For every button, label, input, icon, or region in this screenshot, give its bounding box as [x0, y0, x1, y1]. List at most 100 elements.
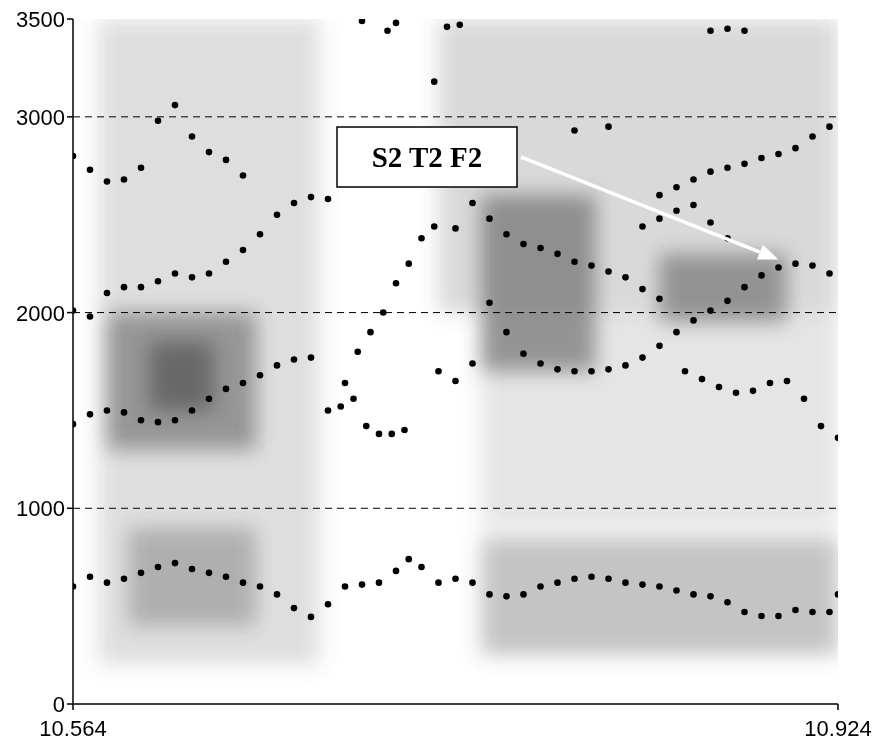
formant-point [826, 270, 833, 277]
formant-point [325, 407, 332, 414]
formant-point [605, 575, 612, 582]
formant-point [291, 356, 298, 363]
formant-point [520, 591, 527, 598]
y-tick-label: 0 [53, 692, 65, 717]
formant-point [155, 419, 162, 426]
formant-point [792, 260, 799, 267]
formant-point [835, 435, 838, 442]
formant-point [444, 24, 451, 31]
formant-point [673, 587, 680, 594]
formant-point [639, 223, 646, 230]
formant-point [393, 20, 400, 27]
formant-point [503, 329, 510, 336]
formant-point [435, 368, 442, 375]
formant-point [554, 366, 561, 373]
plot-area [73, 19, 838, 665]
energy-region [481, 538, 838, 655]
formant-point [571, 368, 578, 375]
formant-point [155, 278, 162, 285]
formant-point [758, 155, 765, 162]
formant-point [716, 384, 723, 391]
grid-line [73, 116, 838, 117]
formant-point [342, 380, 349, 387]
formant-point [87, 411, 94, 418]
formant-point [405, 260, 412, 267]
formant-point [486, 299, 493, 306]
annotation-box [337, 127, 517, 187]
formant-point [418, 235, 425, 242]
energy-region [99, 19, 320, 665]
formant-point [656, 192, 663, 199]
formant-point [393, 568, 400, 575]
energy-region [150, 342, 214, 411]
formant-point [291, 605, 298, 612]
formant-point [431, 78, 438, 85]
x-axis-line [73, 703, 838, 705]
y-tick-label: 1000 [16, 496, 65, 521]
x-tick [837, 704, 839, 710]
annotation-arrowhead [757, 245, 779, 260]
formant-point [690, 176, 697, 183]
formant-point [767, 380, 774, 387]
formant-point [308, 194, 315, 201]
formant-point [342, 583, 349, 590]
formant-point [257, 372, 264, 379]
formant-point [223, 386, 230, 393]
formant-point [520, 350, 527, 357]
formant-point [155, 117, 162, 124]
x-tick-label: 10.564 [39, 716, 106, 741]
formant-point [274, 211, 281, 218]
formant-point [571, 258, 578, 265]
formant-point [87, 313, 94, 320]
y-tick [67, 703, 73, 705]
formant-point [452, 225, 459, 232]
formant-point [452, 575, 459, 582]
formant-point [189, 274, 196, 281]
formant-point [656, 215, 663, 222]
formant-point [758, 613, 765, 620]
formant-point [690, 591, 697, 598]
grid-line [73, 508, 838, 509]
formant-point [240, 579, 247, 586]
formant-point [707, 219, 714, 226]
formant-point [673, 184, 680, 191]
formant-point [376, 579, 383, 586]
annotations: S2 T2 F2 [337, 127, 779, 260]
formant-point [456, 22, 463, 29]
annotation-arrow [521, 157, 760, 252]
formant-point [656, 296, 663, 303]
formant-point [792, 145, 799, 152]
annotation-text: S2 T2 F2 [372, 141, 483, 173]
y-tick [67, 116, 73, 118]
formant-point [622, 579, 629, 586]
formant-point [325, 196, 332, 203]
formant-point [690, 202, 697, 209]
formant-point [172, 270, 179, 277]
formant-point [104, 407, 111, 414]
formant-point [605, 268, 612, 275]
formant-point [223, 258, 230, 265]
formant-point [223, 573, 230, 580]
spectrogram [99, 19, 839, 665]
formant-point [571, 127, 578, 134]
formant-point [291, 200, 298, 207]
formant-point [189, 407, 196, 414]
formant-point [656, 583, 663, 590]
formant-points [73, 19, 838, 620]
formant-point [724, 298, 731, 305]
formant-point [809, 133, 816, 140]
formant-point [673, 329, 680, 336]
formant-point [388, 431, 395, 438]
energy-region [128, 528, 256, 626]
formant-point [418, 564, 425, 571]
formant-point [809, 262, 816, 269]
formant-point [367, 329, 374, 336]
formant-point [639, 286, 646, 293]
formant-point [699, 376, 706, 383]
formant-point [775, 613, 782, 620]
formant-point [741, 161, 748, 168]
chart: 0100020003000350010.56410.924S2 T2 F2 [0, 0, 879, 742]
formant-point [104, 178, 111, 185]
formant-point [486, 591, 493, 598]
energy-region [481, 195, 596, 371]
